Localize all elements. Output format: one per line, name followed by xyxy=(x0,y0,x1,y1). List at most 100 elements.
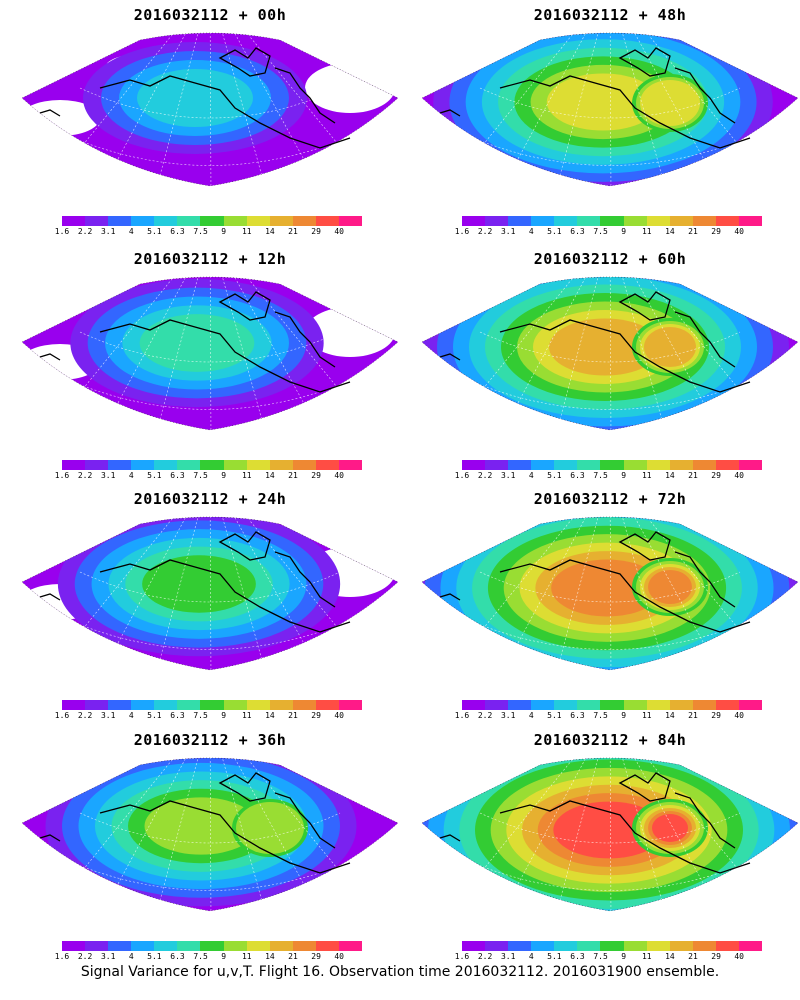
colorbar-tick-label: 3.1 xyxy=(100,711,116,720)
colorbar-tick-label: 14 xyxy=(265,227,275,236)
colorbar xyxy=(462,216,763,226)
colorbar-tick-label: 29 xyxy=(311,471,321,480)
colorbar-tick-label: 4 xyxy=(528,471,534,480)
colorbar-tick-label: 4 xyxy=(528,952,534,961)
colorbar-tick-label: 2.2 xyxy=(77,227,93,236)
colorbar-swatch xyxy=(715,941,739,951)
figure-caption: Signal Variance for u,v,T. Flight 16. Ob… xyxy=(80,964,720,980)
colorbar-swatch xyxy=(462,941,486,951)
panel-title: 2016032112 + 00h xyxy=(133,6,287,24)
colorbar-swatch xyxy=(292,941,316,951)
colorbar-swatch xyxy=(269,460,293,470)
colorbar-swatch xyxy=(177,700,201,710)
colorbar-swatch xyxy=(577,941,601,951)
variance-map xyxy=(421,512,799,683)
colorbar-tick-label: 2.2 xyxy=(77,952,93,961)
colorbar-swatch xyxy=(531,216,555,226)
variance-map xyxy=(21,512,399,683)
colorbar-tick-label: 11 xyxy=(241,227,252,236)
colorbar-swatch xyxy=(338,700,363,710)
colorbar-swatch xyxy=(508,941,532,951)
forecast-panel: 2016032112 + 36h 1.6 2.2 3.1 4 5.1 6.3 7.5 9 11 14… xyxy=(20,731,400,971)
colorbar-swatch xyxy=(62,216,86,226)
colorbar-swatch xyxy=(154,216,178,226)
colorbar-swatch xyxy=(554,460,578,470)
colorbar-swatch xyxy=(269,941,293,951)
colorbar-tick-label: 29 xyxy=(311,227,321,236)
colorbar-tick-label: 7.5 xyxy=(193,227,208,236)
colorbar-tick-label: 3.1 xyxy=(500,952,516,961)
colorbar-tick-label: 21 xyxy=(288,952,298,961)
colorbar-labels: 1.6 2.2 3.1 4 5.1 6.3 7.5 9 11 14 21 29 40 xyxy=(54,711,374,721)
colorbar-tick-label: 1.6 xyxy=(454,952,470,961)
forecast-panel: 2016032112 + 00h 1.6 2.2 3.1 4 5.1 6.3 7.5 9 11 14… xyxy=(20,6,400,246)
colorbar-swatch xyxy=(623,941,647,951)
panel-title: 2016032112 + 12h xyxy=(133,250,287,268)
colorbar-swatch xyxy=(692,700,716,710)
colorbar-tick-label: 11 xyxy=(641,227,652,236)
colorbar-tick-label: 6.3 xyxy=(170,471,185,480)
colorbar-tick-label: 21 xyxy=(688,952,698,961)
colorbar-tick-label: 21 xyxy=(288,711,298,720)
colorbar-tick-label: 4 xyxy=(128,471,134,480)
colorbar-swatch xyxy=(131,700,155,710)
colorbar-tick-label: 40 xyxy=(734,227,745,236)
colorbar-swatch xyxy=(108,216,132,226)
panel-title: 2016032112 + 36h xyxy=(133,731,287,749)
colorbar xyxy=(462,941,763,951)
colorbar-swatch xyxy=(85,941,109,951)
colorbar-tick-label: 6.3 xyxy=(570,711,585,720)
colorbar-tick-label: 11 xyxy=(641,711,652,720)
colorbar-swatch xyxy=(577,216,601,226)
colorbar-tick-label: 40 xyxy=(334,471,345,480)
colorbar-tick-label: 5.1 xyxy=(147,711,162,720)
colorbar-swatch xyxy=(85,216,109,226)
colorbar-swatch xyxy=(108,700,132,710)
colorbar-swatch xyxy=(223,216,247,226)
colorbar-tick-label: 9 xyxy=(221,952,227,961)
colorbar-tick-label: 11 xyxy=(241,471,252,480)
colorbar-tick-label: 6.3 xyxy=(170,952,185,961)
colorbar-tick-label: 29 xyxy=(711,952,721,961)
colorbar-tick-label: 3.1 xyxy=(500,227,516,236)
colorbar-swatch xyxy=(154,700,178,710)
colorbar-tick-label: 29 xyxy=(311,711,321,720)
colorbar-tick-label: 3.1 xyxy=(500,471,516,480)
forecast-panel: 2016032112 + 24h 1.6 2.2 3.1 4 5.1 6.3 7.5 9 11 14… xyxy=(20,490,400,730)
panel-title: 2016032112 + 48h xyxy=(533,6,687,24)
colorbar-swatch xyxy=(669,941,693,951)
colorbar-swatch xyxy=(269,700,293,710)
colorbar xyxy=(462,700,763,710)
colorbar-swatch xyxy=(531,941,555,951)
colorbar-swatch xyxy=(177,216,201,226)
colorbar-swatch xyxy=(338,941,363,951)
variance-map xyxy=(21,28,399,199)
colorbar-tick-label: 14 xyxy=(665,471,675,480)
colorbar-tick-label: 9 xyxy=(621,227,627,236)
colorbar-tick-label: 14 xyxy=(265,711,275,720)
colorbar-tick-label: 14 xyxy=(265,471,275,480)
colorbar-swatch xyxy=(131,216,155,226)
colorbar-tick-label: 2.2 xyxy=(77,711,93,720)
colorbar-swatch xyxy=(485,941,509,951)
colorbar-tick-label: 9 xyxy=(621,471,627,480)
colorbar-swatch xyxy=(177,941,201,951)
colorbar-swatch xyxy=(223,941,247,951)
colorbar-tick-label: 3.1 xyxy=(100,952,116,961)
colorbar-swatch xyxy=(223,460,247,470)
colorbar-swatch xyxy=(292,460,316,470)
colorbar-tick-label: 3.1 xyxy=(100,227,116,236)
colorbar-swatch xyxy=(554,941,578,951)
colorbar-tick-label: 7.5 xyxy=(193,471,208,480)
colorbar-tick-label: 14 xyxy=(665,711,675,720)
colorbar-swatch xyxy=(577,700,601,710)
colorbar-swatch xyxy=(108,941,132,951)
colorbar-swatch xyxy=(531,700,555,710)
colorbar-swatch xyxy=(200,941,224,951)
colorbar-labels: 1.6 2.2 3.1 4 5.1 6.3 7.5 9 11 14 21 29 40 xyxy=(454,711,774,721)
variance-map xyxy=(421,28,799,199)
colorbar-tick-label: 5.1 xyxy=(547,227,562,236)
variance-map xyxy=(21,753,399,924)
colorbar-tick-label: 11 xyxy=(241,711,252,720)
colorbar-swatch xyxy=(554,700,578,710)
